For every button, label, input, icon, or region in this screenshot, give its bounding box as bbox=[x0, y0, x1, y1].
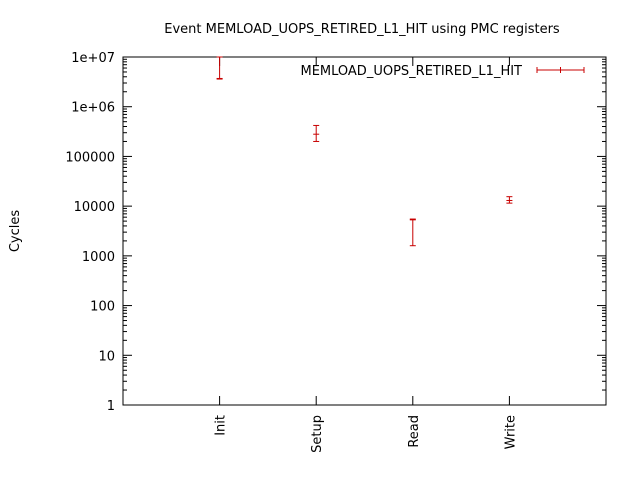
y-tick-label: 1e+07 bbox=[71, 51, 115, 66]
y-axis-label: Cycles bbox=[8, 210, 23, 253]
y-tick-label: 10000 bbox=[74, 200, 115, 215]
chart-title: Event MEMLOAD_UOPS_RETIRED_L1_HIT using … bbox=[164, 22, 560, 37]
y-tick-label: 1000 bbox=[82, 250, 115, 265]
x-tick-label: Read bbox=[407, 415, 422, 448]
x-tick-label: Setup bbox=[310, 415, 325, 453]
y-tick-label: 1e+06 bbox=[71, 101, 115, 116]
plot-area: 1 10 100 1000 10000 100000 1e+06 1e+07 Init Setup… bbox=[65, 51, 607, 453]
legend-label: MEMLOAD_UOPS_RETIRED_L1_HIT bbox=[300, 64, 522, 79]
y-tick-label: 1 bbox=[107, 399, 115, 414]
plot-frame bbox=[122, 56, 607, 406]
y-tick-label: 100 bbox=[90, 300, 115, 315]
y-tick-label: 10 bbox=[98, 349, 115, 364]
y-tick-label: 100000 bbox=[65, 150, 115, 165]
x-tick-label: Write bbox=[503, 415, 518, 449]
x-tick-label: Init bbox=[214, 415, 229, 436]
